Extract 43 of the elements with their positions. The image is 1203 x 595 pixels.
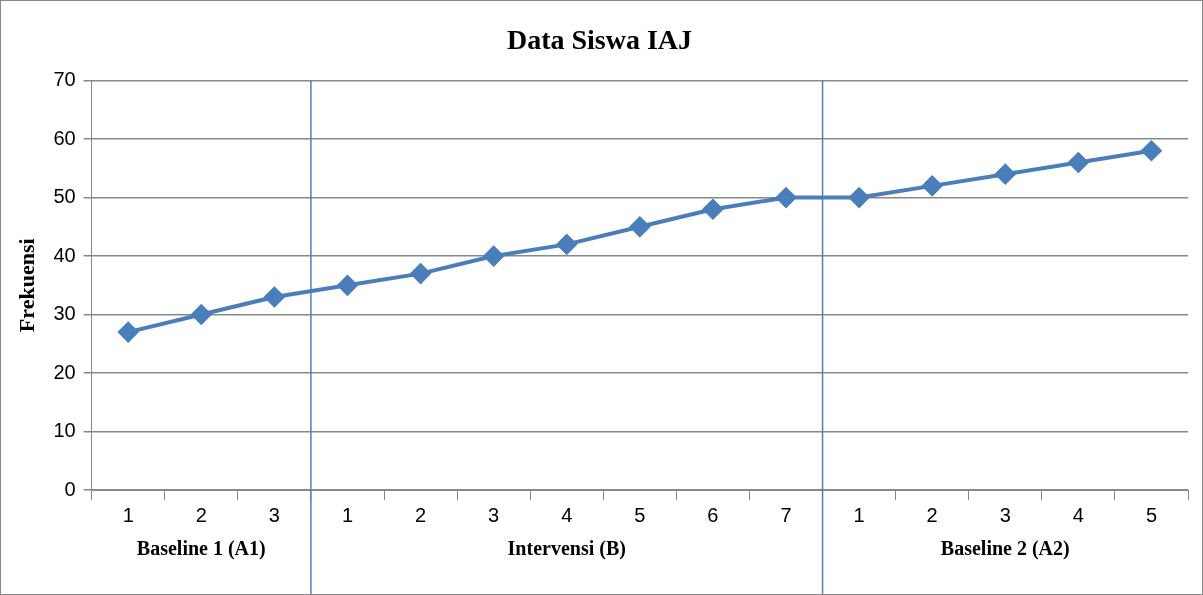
x-tick-label: 4: [561, 503, 573, 526]
point: [337, 275, 358, 296]
point: [264, 287, 285, 307]
y-tick-label: 30: [53, 302, 76, 325]
x-tick-label: 5: [634, 503, 646, 526]
y-tick-label: 40: [53, 243, 76, 266]
y-tick-label: 0: [64, 477, 76, 500]
y-tick-label: 20: [53, 360, 76, 383]
x-tick-label: 1: [122, 503, 134, 526]
text: Baseline 1 (A1): [136, 537, 266, 561]
x-tick-label: 1: [853, 503, 865, 526]
text: Intervensi (B): [507, 537, 626, 561]
point: [410, 263, 431, 284]
y-tick-label: 10: [53, 419, 76, 442]
x-tick-label: 1: [341, 503, 354, 526]
y-tick-label: 60: [53, 126, 76, 149]
point: [1068, 152, 1089, 173]
chart-title: Data Siswa IAJ: [506, 24, 693, 56]
point: [702, 199, 723, 220]
x-tick-label: 4: [1072, 503, 1084, 526]
point: [118, 322, 139, 343]
point: [1141, 140, 1162, 161]
point: [776, 187, 796, 208]
x-tick-label: 3: [999, 503, 1011, 526]
x-tick-label: 2: [926, 503, 938, 526]
point: [556, 234, 577, 255]
point: [629, 216, 650, 237]
text: Baseline 2 (A2): [940, 537, 1070, 561]
x-tick-label: 3: [488, 503, 500, 526]
x-tick-label: 2: [414, 503, 427, 526]
x-tick-label: 3: [268, 503, 280, 526]
x-tick-label: 7: [780, 503, 792, 526]
x-tick-label: 5: [1145, 503, 1158, 526]
point: [191, 304, 212, 325]
point: [849, 187, 870, 208]
x-tick-label: 2: [195, 503, 207, 526]
point: [922, 175, 943, 196]
point: [995, 164, 1016, 185]
y-axis-title: Frekuensi: [13, 238, 39, 333]
point: [483, 246, 504, 267]
y-tick-label: 70: [53, 68, 76, 91]
x-tick-label: 6: [707, 503, 719, 526]
y-tick-label: 50: [53, 185, 76, 208]
